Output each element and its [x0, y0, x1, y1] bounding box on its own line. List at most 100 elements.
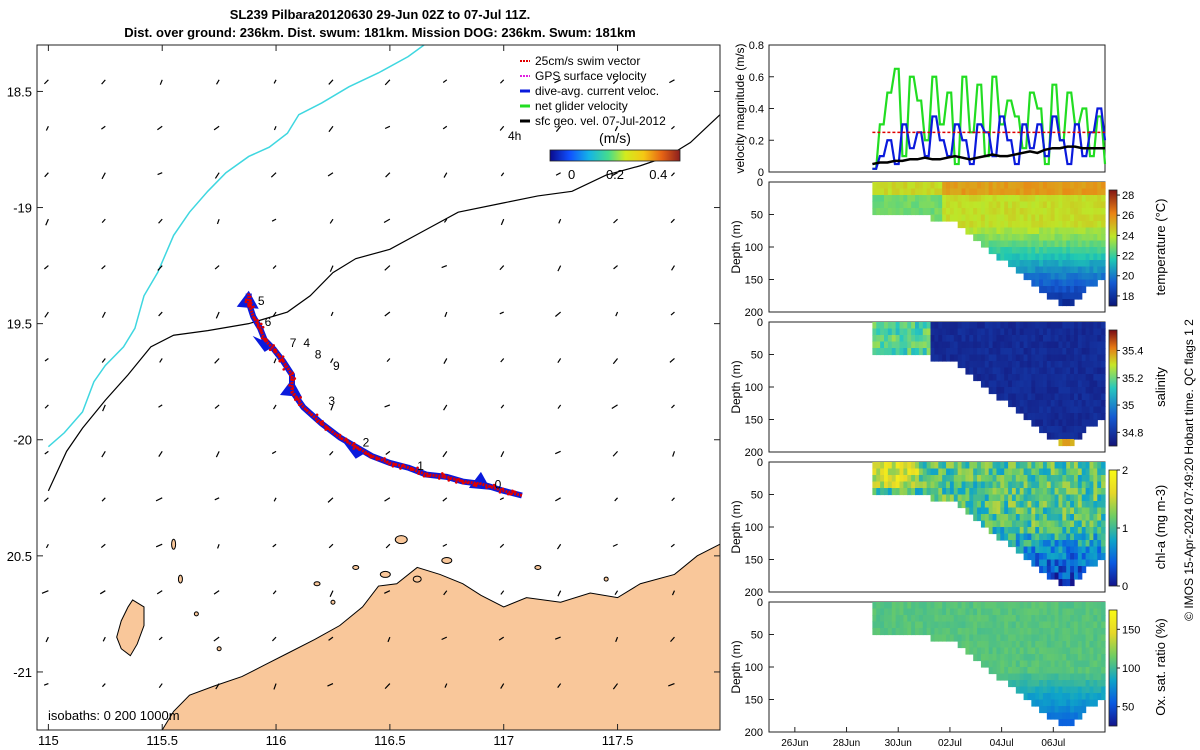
heatmap-cell	[1066, 608, 1071, 616]
heatmap-cell	[1054, 488, 1060, 496]
heatmap-cell	[996, 667, 1001, 675]
heatmap-cell	[1031, 361, 1036, 369]
heatmap-cell	[1097, 374, 1102, 382]
heatmap-cell	[1035, 188, 1040, 196]
geo-velocity-arrow	[214, 404, 220, 409]
heatmap-cell	[1015, 501, 1021, 509]
geo-velocity-arrow	[499, 265, 505, 271]
heatmap-cell	[1097, 335, 1102, 343]
heatmap-cell	[1077, 195, 1083, 203]
heatmap-cell	[1031, 533, 1036, 541]
heatmap-cell	[973, 322, 978, 330]
heatmap-cell	[1011, 608, 1017, 616]
heatmap-cell	[953, 182, 959, 190]
heatmap-cell	[1093, 514, 1098, 522]
heatmap-cell	[1054, 221, 1060, 229]
heatmap-cell	[1081, 647, 1087, 655]
heatmap-cell	[1046, 387, 1052, 395]
heatmap-cell	[1027, 468, 1032, 476]
heatmap-cell	[1039, 647, 1044, 655]
heatmap-cell	[1066, 579, 1071, 587]
geo-velocity-arrow	[669, 358, 675, 363]
heatmap-cell	[1101, 628, 1106, 636]
heatmap-cell	[1008, 462, 1013, 470]
heatmap-cell	[1058, 201, 1063, 209]
heatmap-cell	[965, 188, 970, 196]
heatmap-cell	[1070, 322, 1075, 330]
heatmap-cell	[1035, 208, 1040, 216]
heatmap-cell	[1081, 527, 1087, 535]
heatmap-cell	[1077, 468, 1083, 476]
heatmap-cell	[1000, 462, 1005, 470]
heatmap-cell	[953, 468, 959, 476]
heatmap-cell	[957, 462, 963, 470]
heatmap-cell	[1058, 621, 1063, 629]
heatmap-cell	[957, 214, 963, 222]
heatmap-cell	[1097, 673, 1102, 681]
heatmap-cell	[1039, 553, 1044, 561]
heatmap-cell	[965, 634, 970, 642]
heatmap-cell	[988, 335, 994, 343]
heatmap-cell	[1093, 201, 1098, 209]
heatmap-cell	[1070, 559, 1075, 567]
heatmap-cell	[984, 507, 990, 515]
heatmap-cell	[1031, 240, 1036, 248]
heatmap-cell	[1058, 413, 1063, 421]
heatmap-cell	[1023, 468, 1029, 476]
heatmap-cell	[969, 335, 974, 343]
heatmap-cell	[977, 621, 982, 629]
heatmap-cell	[961, 348, 967, 356]
heatmap-cell	[1039, 468, 1044, 476]
heatmap-cell	[1089, 546, 1094, 554]
heatmap-cell	[946, 462, 951, 470]
heatmap-cell	[1085, 481, 1091, 489]
cbar-tick-label: 2	[1122, 465, 1128, 477]
swim-vector-point	[457, 478, 461, 481]
heatmap-cell	[1093, 602, 1098, 610]
heatmap-cell	[1039, 419, 1044, 427]
heatmap-cell	[1097, 188, 1102, 196]
heatmap-cell	[961, 354, 967, 362]
heatmap-cell	[911, 188, 916, 196]
geo-velocity-arrow	[384, 683, 391, 690]
heatmap-cell	[1015, 628, 1021, 636]
heatmap-cell	[930, 462, 936, 470]
heatmap-cell	[996, 475, 1001, 483]
heatmap-y-tick-label: 0	[757, 317, 763, 329]
heatmap-cell	[965, 367, 970, 375]
heatmap-y-tick-label: 150	[745, 695, 763, 707]
heatmap-cell	[1015, 348, 1021, 356]
heatmap-cell	[1042, 406, 1048, 414]
heatmap-cell	[1027, 341, 1032, 349]
heatmap-cell	[1101, 501, 1106, 509]
heatmap-cell	[1097, 540, 1102, 548]
heatmap-cell	[938, 328, 943, 336]
heatmap-cell	[1011, 488, 1017, 496]
heatmap-cell	[1077, 660, 1083, 668]
heatmap-cell	[1027, 621, 1032, 629]
geo-velocity-arrow	[442, 451, 448, 458]
heatmap-cell	[1035, 680, 1040, 688]
geo-velocity-arrow	[101, 218, 106, 224]
heatmap-y-tick-label: 50	[751, 350, 763, 362]
heatmap-cell	[1070, 719, 1075, 727]
heatmap-cell	[1054, 354, 1060, 362]
heatmap-cell	[911, 462, 916, 470]
heatmap-cell	[1023, 673, 1029, 681]
heatmap-cell	[1097, 208, 1102, 216]
heatmap-cell	[1042, 413, 1048, 421]
heatmap-cell	[1039, 641, 1044, 649]
heatmap-cell	[1077, 494, 1083, 502]
heatmap-cell	[872, 481, 877, 489]
heatmap-cell	[938, 208, 943, 216]
heatmap-cell	[1058, 501, 1063, 509]
heatmap-cell	[1023, 621, 1029, 629]
heatmap-cell	[1031, 182, 1036, 190]
heatmap-cell	[992, 361, 998, 369]
heatmap-cell	[1093, 387, 1098, 395]
heatmap-cell	[1019, 533, 1025, 541]
swim-vector-point	[368, 453, 371, 457]
heatmap-cell	[891, 188, 897, 196]
heatmap-cell	[1042, 481, 1048, 489]
heatmap-cell	[946, 195, 951, 203]
